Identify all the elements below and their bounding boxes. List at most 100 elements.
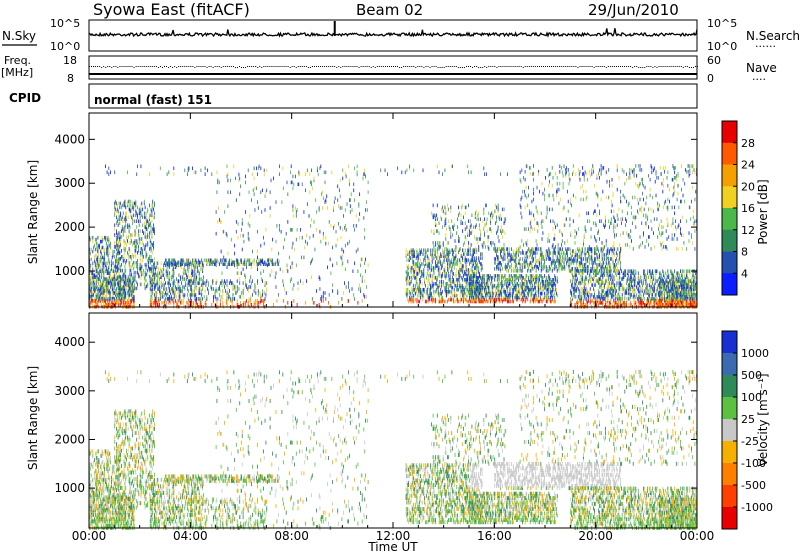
power-cell: [267, 258, 269, 263]
power-cell: [234, 251, 236, 256]
freq-dot: [573, 66, 575, 67]
power-cell: [562, 267, 564, 271]
power-cell: [532, 251, 534, 255]
power-cell: [128, 199, 130, 204]
power-cell: [472, 299, 474, 304]
freq-dot: [330, 66, 332, 67]
power-cell: [345, 174, 347, 179]
power-cell: [132, 297, 134, 301]
power-cell: [93, 299, 95, 303]
power-cell: [203, 275, 204, 280]
power-cell: [349, 182, 350, 187]
freq-dot: [395, 66, 397, 67]
power-cell: [153, 223, 155, 228]
power-cell: [242, 289, 244, 293]
power-cell: [262, 260, 263, 265]
power-cell: [495, 299, 497, 304]
power-cell: [431, 293, 432, 298]
power-cell: [554, 259, 556, 263]
power-cell: [522, 265, 524, 269]
power-cell: [451, 258, 453, 262]
power-cell: [166, 273, 168, 278]
power-cell: [279, 259, 280, 264]
power-cell: [507, 253, 509, 257]
power-cell: [137, 215, 138, 220]
power-cell: [463, 248, 464, 253]
power-cell: [97, 245, 99, 250]
power-cell: [435, 262, 437, 266]
power-cell: [452, 285, 453, 290]
power-cell: [116, 270, 117, 275]
power-cell: [154, 285, 156, 289]
power-cell: [196, 301, 198, 305]
power-cell: [342, 261, 344, 266]
power-cell: [107, 247, 109, 252]
power-cell: [191, 283, 193, 287]
power-cell: [153, 280, 155, 285]
freq-dot: [467, 66, 469, 67]
power-cell: [167, 269, 169, 274]
power-cell: [358, 202, 360, 206]
power-cell: [471, 254, 473, 258]
power-cell: [283, 245, 285, 250]
power-cell: [551, 295, 553, 300]
power-cell: [185, 281, 187, 285]
power-cell: [114, 275, 116, 280]
power-cell: [202, 283, 204, 287]
freq-dot: [241, 67, 242, 68]
power-cell: [517, 249, 518, 253]
power-cell: [229, 258, 231, 263]
power-cell: [342, 253, 344, 258]
power-cell: [135, 249, 137, 253]
power-cell: [460, 270, 462, 274]
power-cell: [311, 218, 312, 222]
power-cell: [341, 206, 343, 210]
power-cell: [153, 301, 155, 305]
power-cell: [116, 243, 117, 247]
power-cell: [99, 275, 100, 280]
power-cell: [145, 217, 147, 222]
power-cell: [504, 265, 506, 269]
freq-dot: [465, 66, 467, 67]
power-cell: [215, 210, 217, 214]
power-cell: [478, 287, 480, 292]
power-cell: [420, 291, 422, 296]
power-cell: [414, 289, 415, 294]
power-cell: [548, 295, 550, 300]
power-cell: [512, 287, 514, 292]
power-cell: [258, 261, 260, 266]
power-cell: [95, 261, 97, 266]
power-cell: [311, 275, 312, 280]
power-cell: [479, 285, 480, 290]
power-cell: [485, 223, 486, 228]
power-cell: [447, 274, 449, 278]
power-cell: [420, 295, 421, 300]
power-cell: [435, 289, 437, 294]
power-cell: [123, 203, 125, 208]
power-cell: [530, 269, 532, 273]
power-cell: [130, 299, 132, 303]
power-cell: [480, 274, 481, 278]
power-cell: [212, 281, 214, 285]
power-cell: [119, 217, 121, 222]
power-cell: [478, 217, 480, 222]
power-cell: [173, 271, 175, 276]
power-cell: [553, 299, 555, 304]
power-cell: [97, 261, 99, 266]
power-cell: [106, 269, 108, 274]
power-cell: [111, 281, 112, 285]
power-cell: [105, 281, 107, 285]
power-cell: [545, 285, 547, 290]
freq-dot: [228, 66, 230, 67]
power-cell: [484, 217, 486, 222]
power-cell: [193, 273, 195, 278]
power-cell: [149, 299, 151, 303]
power-cell: [344, 267, 346, 272]
power-cell: [143, 272, 144, 277]
power-cell: [154, 299, 156, 303]
freq-dot: [253, 66, 255, 67]
power-cell: [463, 297, 464, 302]
power-cell: [409, 295, 410, 300]
power-cell: [463, 295, 464, 300]
power-cell: [497, 235, 499, 239]
